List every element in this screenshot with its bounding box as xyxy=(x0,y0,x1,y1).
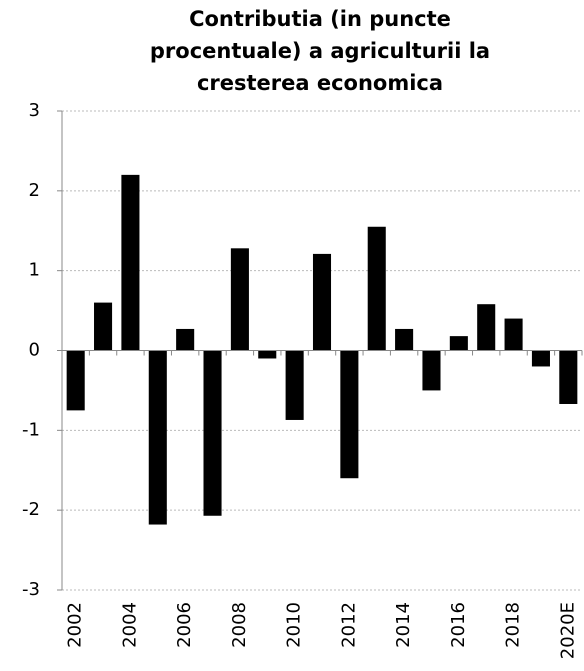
chart-title: Contributia (in puncte xyxy=(189,7,451,31)
bar xyxy=(148,350,167,525)
bar xyxy=(312,253,332,351)
bar xyxy=(203,350,222,516)
x-tick-label: 2006 xyxy=(174,602,195,648)
y-tick-label: 0 xyxy=(29,340,40,361)
bar xyxy=(66,350,85,411)
x-tick-label: 2010 xyxy=(284,602,305,648)
x-tick-label: 2016 xyxy=(448,602,469,648)
x-tick-label: 2014 xyxy=(393,602,414,648)
chart-title: cresterea economica xyxy=(197,71,443,95)
x-tick-label: 2012 xyxy=(338,602,359,648)
y-tick-label: -3 xyxy=(22,579,40,600)
bar xyxy=(176,328,195,351)
bar xyxy=(285,350,304,420)
bar xyxy=(477,304,496,351)
bar xyxy=(531,350,550,367)
bar xyxy=(395,328,414,351)
bar xyxy=(559,350,578,404)
bar xyxy=(367,226,386,351)
y-tick-label: -2 xyxy=(22,499,40,520)
bar xyxy=(504,318,523,351)
x-tick-label: 2018 xyxy=(503,602,524,648)
bar xyxy=(121,174,140,351)
x-tick-label: 2002 xyxy=(65,602,86,648)
bar xyxy=(422,350,441,391)
bar xyxy=(258,350,277,359)
bar xyxy=(94,302,113,351)
bar xyxy=(340,350,359,479)
x-tick-label: 2004 xyxy=(119,602,140,648)
y-tick-label: 1 xyxy=(29,260,40,281)
chart-title: procentuale) a agriculturii la xyxy=(150,39,490,63)
y-tick-label: 3 xyxy=(29,100,40,121)
x-tick-label: 2020E xyxy=(557,602,578,659)
bar xyxy=(449,336,468,351)
bar xyxy=(230,248,249,351)
x-tick-label: 2008 xyxy=(229,602,250,648)
y-tick-label: 2 xyxy=(29,180,40,201)
y-tick-label: -1 xyxy=(22,419,40,440)
